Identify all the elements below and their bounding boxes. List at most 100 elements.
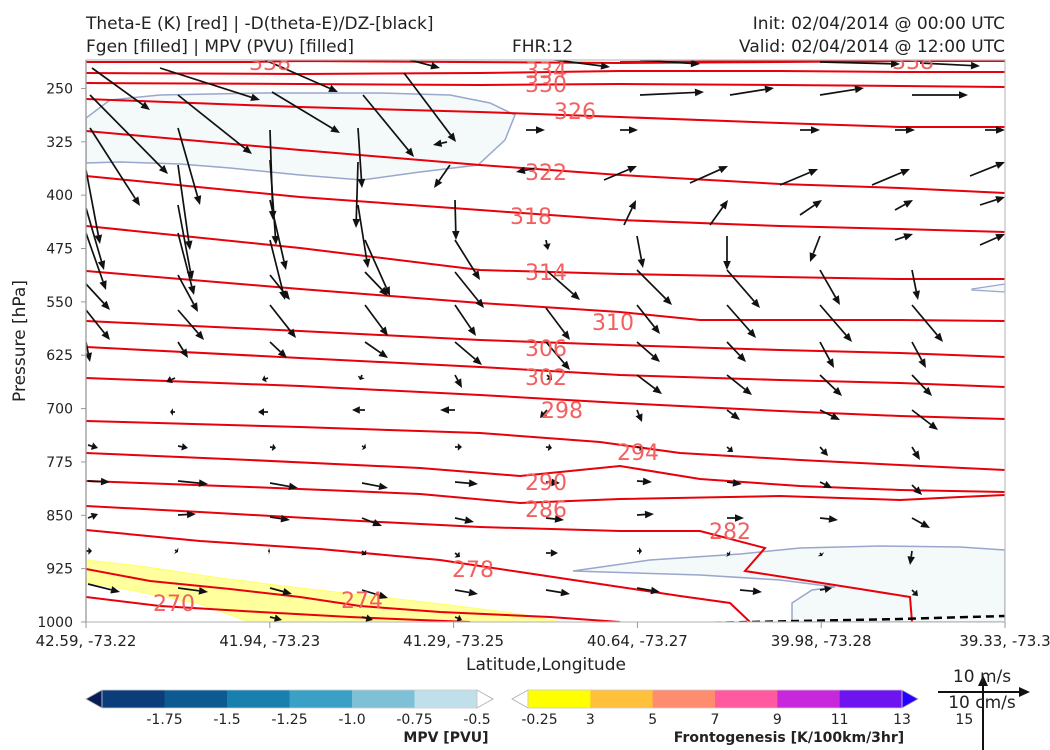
- y-axis-label: Pressure [hPa]: [10, 280, 30, 402]
- colorbar-segment: [590, 690, 654, 708]
- wind-vector-arrow: [269, 614, 282, 622]
- wind-vector-arrow: [726, 269, 760, 308]
- wind-vector-arrow: [726, 446, 733, 452]
- wind-vector-arrow: [454, 479, 478, 488]
- colorbar-tick-label: 9: [773, 712, 782, 728]
- colorbar-tick-label: -1.5: [213, 712, 240, 728]
- colorbar-extend-low: [85, 689, 103, 709]
- wind-vector-arrow: [357, 204, 371, 268]
- wind-vector-arrow: [454, 341, 482, 365]
- wind-vector-arrow: [636, 477, 652, 486]
- wind-vector-arrow: [636, 510, 654, 519]
- wind-vector-arrow: [87, 477, 110, 486]
- theta-e-contour-306: [86, 320, 1005, 358]
- wind-vector-arrow: [819, 481, 832, 488]
- wind-vector-arrow: [911, 409, 938, 430]
- wind-vector-arrow: [623, 200, 636, 226]
- wind-vector-arrow: [451, 199, 460, 240]
- theta-e-label-318: 318: [510, 205, 552, 230]
- colorbar-tick-label: 3: [586, 712, 595, 728]
- colorbar-segment: [715, 690, 778, 708]
- wind-vector-arrow: [819, 304, 852, 342]
- wind-vector-arrow: [636, 374, 662, 394]
- wind-vector-arrow: [455, 443, 462, 451]
- wind-vector-arrow: [364, 271, 388, 296]
- colorbar-tick-label: 5: [648, 712, 657, 728]
- theta-e-label-290: 290: [525, 471, 567, 496]
- wind-vector-arrow: [352, 406, 365, 414]
- theta-e-label-270: 270: [153, 592, 195, 617]
- theta-e-contour-334: [86, 70, 1005, 76]
- wind-vector-arrow: [454, 304, 476, 336]
- wind-vector-arrow: [546, 549, 558, 557]
- theta-e-contour-274: [86, 568, 621, 622]
- wind-vector-arrow: [269, 239, 287, 300]
- theta-e-label-306: 306: [525, 337, 567, 362]
- wind-vector-arrow: [726, 479, 742, 487]
- wind-vector-arrow: [729, 85, 774, 96]
- wind-vector-arrow: [800, 126, 820, 134]
- wind-vector-arrow: [911, 269, 920, 300]
- colorbar-segment: [352, 690, 415, 708]
- x-tick-label: 40.64, -73.27: [587, 632, 688, 650]
- wind-vector-arrow: [636, 341, 660, 362]
- wind-vector-arrow: [726, 374, 752, 395]
- wind-vector-arrow: [86, 547, 92, 555]
- theta-e-label-282: 282: [709, 520, 751, 545]
- wind-vector-arrow: [819, 85, 864, 96]
- theta-e-contour-270: [86, 596, 471, 622]
- wind-vector-arrow: [86, 207, 106, 270]
- wind-vector-arrow: [409, 60, 440, 70]
- wind-vector-arrow: [269, 274, 290, 300]
- theta-e-contour-282: [86, 505, 913, 622]
- wind-vector-arrow: [911, 304, 943, 342]
- wind-vector-arrow: [177, 127, 202, 205]
- wind-vector-arrow: [177, 309, 204, 340]
- wind-vector-arrow: [360, 549, 367, 556]
- wind-vector-arrow: [911, 341, 926, 368]
- x-tick-label: 42.59, -73.22: [36, 632, 137, 650]
- wind-vector-arrow: [269, 199, 288, 270]
- wind-vector-arrow: [636, 269, 672, 305]
- wind-vector-arrow: [86, 169, 103, 244]
- wind-vector-arrow: [819, 341, 834, 368]
- wind-vector-arrow: [433, 139, 448, 147]
- theta-e-label-314: 314: [525, 261, 567, 286]
- wind-vector-arrow: [546, 374, 552, 380]
- theta-e-contour-310: [86, 270, 1005, 322]
- wind-vector-arrow: [985, 126, 1005, 134]
- colorbar-tick-label: -1.25: [271, 712, 307, 728]
- wind-vector-arrow: [819, 374, 842, 396]
- wind-vector-arrow: [269, 587, 292, 596]
- theta-e-label-274: 274: [341, 589, 383, 614]
- wind-vector-arrow: [726, 550, 731, 557]
- colorbar-tick-label: -0.5: [463, 712, 490, 728]
- x-axis-label: Latitude,Longitude: [466, 655, 626, 675]
- wind-vector-arrow: [454, 551, 460, 558]
- wind-vector-arrow: [819, 409, 840, 420]
- wind-vector-arrow: [361, 517, 382, 527]
- vector-key-vertical-label: 10 cm/s: [948, 693, 1016, 713]
- wind-vector-arrow: [799, 200, 822, 216]
- theta-e-label-330: 330: [525, 73, 567, 98]
- colorbar-segment: [839, 690, 903, 708]
- theta-e-contour-326: [86, 98, 1005, 128]
- wind-vector-arrow: [709, 200, 728, 226]
- y-tick-label: 850: [46, 508, 73, 524]
- colorbar-tick-label: -0.75: [396, 712, 432, 728]
- wind-vector-arrow: [516, 166, 538, 175]
- wind-vector-arrow: [545, 515, 564, 523]
- wind-vector-arrow: [269, 341, 287, 358]
- colorbar-segment: [227, 690, 290, 708]
- wind-vector-arrow: [912, 91, 968, 99]
- wind-vector-arrow: [727, 514, 744, 522]
- wind-vector-arrow: [545, 588, 570, 597]
- mpv-colorbar: -1.75 -1.5 -1.25 -1.0 -0.75 -0.5 -0.25: [85, 689, 558, 728]
- wind-vector-arrow: [258, 408, 268, 416]
- wind-vector-arrow: [269, 514, 290, 523]
- init-time: Init: 02/04/2014 @ 00:00 UTC: [752, 14, 1005, 34]
- wind-vector-arrow: [911, 374, 932, 396]
- wind-vector-arrow: [159, 67, 260, 101]
- title-line-2: Fgen [filled] | MPV (PVU) [filled]: [86, 37, 355, 57]
